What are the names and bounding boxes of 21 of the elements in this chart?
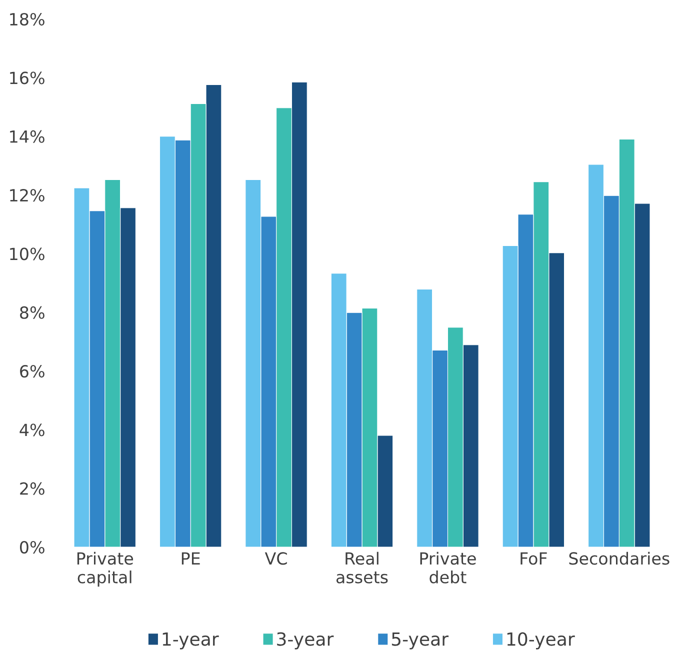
legend-label: 10-year [507, 632, 575, 650]
x-tick-label: Real assets [336, 552, 388, 584]
y-tick-label: 2% [20, 482, 44, 495]
x-tick-label: FoF [520, 552, 547, 565]
y-tick-label: 12% [10, 188, 44, 202]
legend-label: 3-year [277, 632, 334, 650]
y-tick-label: 16% [10, 72, 44, 84]
x-tick-label: VC [264, 552, 287, 565]
y-tick-label: 8% [20, 306, 44, 319]
y-tick-label: 18% [10, 12, 44, 26]
x-tick-label: Private capital [77, 552, 134, 587]
y-tick-label: 14% [10, 130, 44, 143]
x-tick-label: Secondaries [569, 552, 670, 565]
x-tick-label: Private debt [420, 552, 476, 584]
y-tick-label: 0% [20, 540, 44, 554]
y-tick-label: 4% [20, 424, 44, 436]
legend-label: 1-year [162, 632, 219, 650]
y-tick-label: 6% [20, 364, 44, 378]
legend-label: 5-year [392, 632, 449, 650]
y-tick-label: 10% [10, 248, 44, 260]
x-tick-label: PE [182, 552, 200, 565]
